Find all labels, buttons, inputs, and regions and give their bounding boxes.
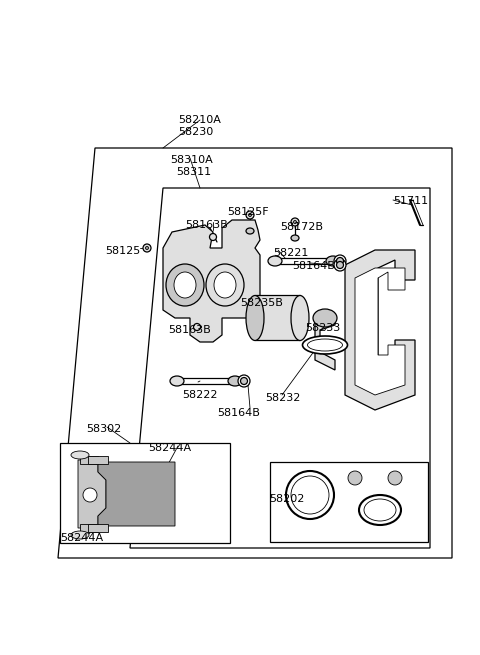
Ellipse shape [348, 471, 362, 485]
Text: 58235B: 58235B [240, 298, 283, 308]
Ellipse shape [326, 256, 340, 266]
Polygon shape [80, 524, 98, 532]
Text: 58221: 58221 [273, 248, 308, 258]
Text: 58222: 58222 [182, 390, 217, 400]
Text: 58210A: 58210A [178, 115, 221, 125]
Ellipse shape [291, 476, 329, 514]
Polygon shape [355, 268, 405, 395]
Ellipse shape [240, 377, 248, 384]
Polygon shape [60, 443, 230, 543]
Polygon shape [255, 295, 300, 340]
Ellipse shape [238, 375, 250, 387]
Text: 58244A: 58244A [148, 443, 191, 453]
Text: 58163B: 58163B [185, 220, 228, 230]
Ellipse shape [170, 376, 184, 386]
Ellipse shape [334, 255, 346, 267]
Text: 58311: 58311 [176, 167, 211, 177]
Ellipse shape [336, 257, 344, 265]
Ellipse shape [359, 495, 401, 525]
Polygon shape [80, 456, 98, 464]
Ellipse shape [71, 531, 89, 539]
Polygon shape [78, 460, 106, 528]
Polygon shape [88, 524, 108, 532]
Ellipse shape [228, 376, 242, 386]
Ellipse shape [246, 211, 254, 219]
Text: 58172B: 58172B [280, 222, 323, 232]
Text: 58244A: 58244A [60, 533, 103, 543]
Ellipse shape [291, 295, 309, 341]
Ellipse shape [308, 339, 343, 351]
Text: 58232: 58232 [265, 393, 300, 403]
Ellipse shape [334, 259, 346, 271]
Ellipse shape [293, 221, 297, 223]
Text: 58233: 58233 [305, 323, 340, 333]
Text: 58163B: 58163B [168, 325, 211, 335]
Ellipse shape [145, 246, 148, 250]
Ellipse shape [302, 336, 348, 354]
Text: 58164B: 58164B [217, 408, 260, 418]
Ellipse shape [249, 214, 252, 217]
Ellipse shape [209, 233, 216, 240]
Ellipse shape [313, 309, 337, 327]
Text: 58202: 58202 [269, 494, 304, 504]
Ellipse shape [291, 235, 299, 241]
Polygon shape [270, 462, 428, 542]
Text: 58310A: 58310A [170, 155, 213, 165]
Ellipse shape [71, 451, 89, 459]
Text: 51711: 51711 [393, 196, 428, 206]
Ellipse shape [246, 228, 254, 234]
Ellipse shape [246, 295, 264, 341]
Ellipse shape [291, 218, 299, 226]
Ellipse shape [268, 256, 282, 266]
Text: 58125F: 58125F [227, 207, 269, 217]
Polygon shape [88, 456, 108, 464]
Polygon shape [345, 250, 415, 410]
Text: 58125: 58125 [105, 246, 140, 256]
Ellipse shape [83, 488, 97, 502]
Text: 58164B: 58164B [292, 261, 335, 271]
Ellipse shape [388, 471, 402, 485]
Text: 58302: 58302 [86, 424, 121, 434]
Ellipse shape [143, 244, 151, 252]
Ellipse shape [214, 272, 236, 298]
Ellipse shape [174, 272, 196, 298]
Ellipse shape [286, 471, 334, 519]
Polygon shape [315, 320, 335, 370]
Text: 58230: 58230 [178, 127, 213, 137]
Ellipse shape [336, 261, 344, 269]
Ellipse shape [206, 264, 244, 306]
Ellipse shape [166, 264, 204, 306]
Polygon shape [163, 220, 260, 342]
Ellipse shape [193, 324, 201, 331]
Polygon shape [98, 462, 175, 526]
Ellipse shape [364, 499, 396, 521]
